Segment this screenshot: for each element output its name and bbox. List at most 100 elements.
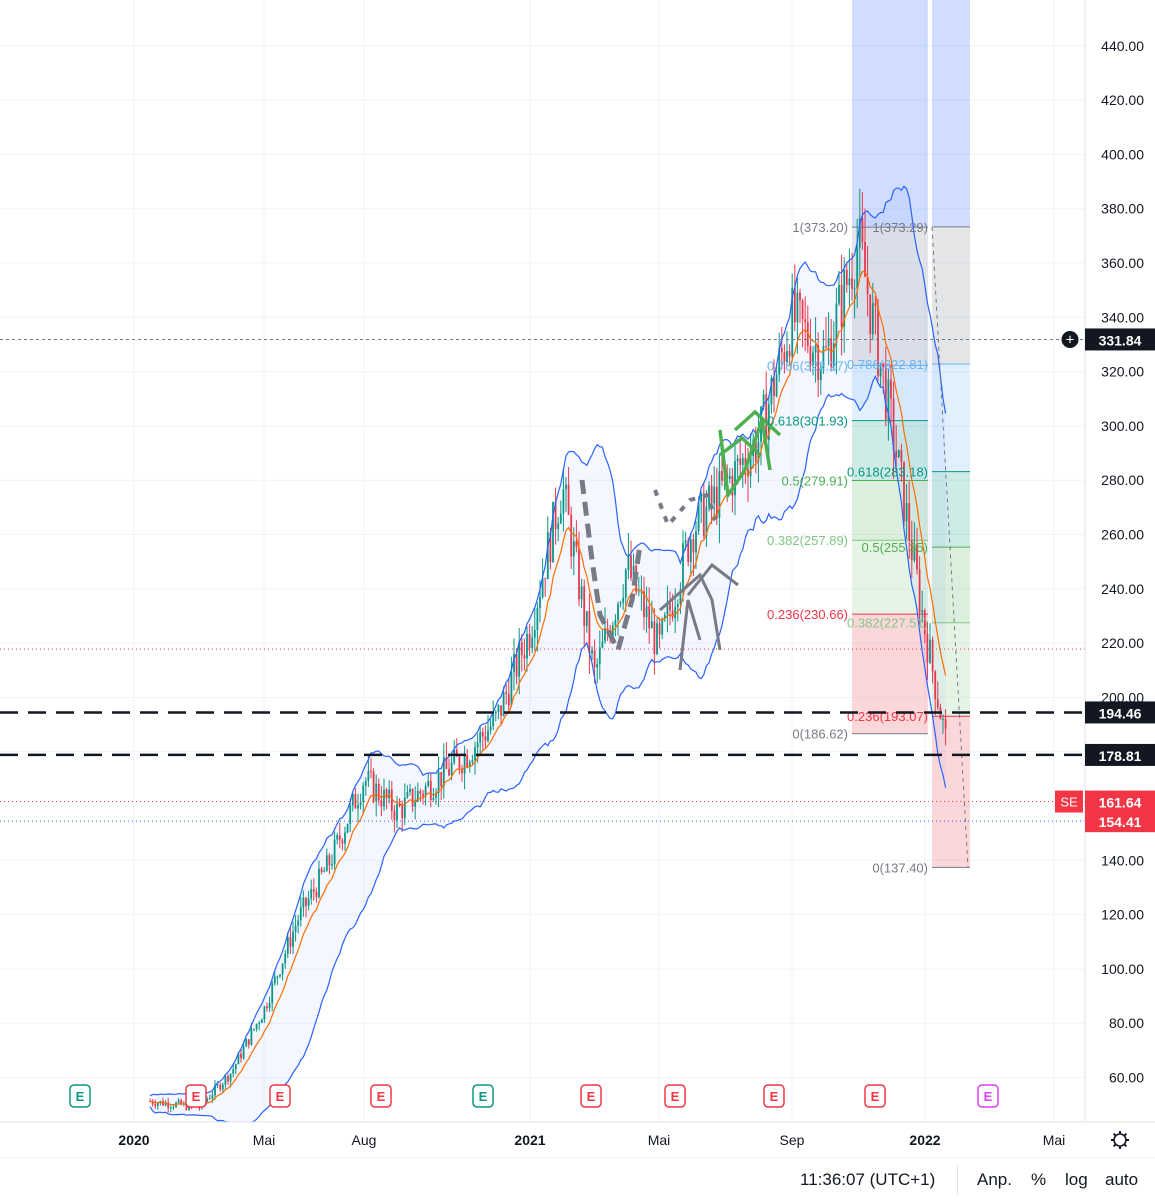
fib2-label: 0.5(255.35) [862,540,929,555]
candle-body [505,692,508,694]
candle-body [167,1102,170,1108]
fib1-label: 0(186.62) [792,727,848,742]
candle-body [351,794,354,806]
candle-body [424,786,427,797]
earnings-event-icon[interactable] [370,1084,392,1108]
earnings-event-icon[interactable] [763,1084,785,1108]
candle-body [406,791,409,798]
candle-body [437,772,440,793]
candle-body [533,630,536,638]
fib2-zone [932,716,970,868]
candle-body [481,732,484,737]
x-tick-label: 2020 [118,1132,149,1148]
candle-body [838,285,840,304]
earnings-event-icon[interactable] [269,1084,291,1108]
candle-body [520,642,523,656]
candle-body [271,983,274,1004]
candle-body [385,789,388,799]
candle-body [221,1084,224,1090]
candle-body [601,641,604,648]
candle-body [585,611,588,626]
candle-body [292,931,294,947]
candle-body [289,937,292,947]
candle-body [884,366,887,420]
earnings-event-icon[interactable] [977,1084,999,1108]
candle-body [393,811,396,821]
candle-body [453,749,456,763]
candle-body [284,953,287,964]
candle-body [367,770,370,781]
candle-body [918,569,921,613]
candle-body [263,1006,266,1020]
candle-body [286,937,289,954]
fib2-label: 0.786(322.81) [847,357,928,372]
candle-body [908,503,911,541]
candle-body [858,218,861,248]
add-alert-icon[interactable] [1060,329,1080,349]
candle-body [848,278,851,286]
candle-body [627,555,630,570]
candle-body [411,789,414,807]
candle-body [692,539,695,553]
candle-body [388,789,391,799]
price-label-text: 178.81 [1099,748,1142,764]
candle-body [588,611,591,654]
candle-body [362,785,365,803]
candle-body [442,757,445,787]
bollinger-fill [150,186,946,1126]
earnings-event-label: E [770,1089,779,1104]
candle-body [422,793,424,797]
candle-body [843,270,846,327]
candle-body [172,1107,175,1109]
x-tick-label: Mai [648,1132,671,1148]
candle-body [398,803,401,807]
candle-body [892,398,895,452]
log-toggle[interactable]: log [1065,1170,1088,1189]
candle-body [903,461,905,522]
candle-body [775,374,778,397]
earnings-event-icon[interactable] [864,1084,886,1108]
earnings-event-label: E [76,1089,85,1104]
candle-body [788,351,791,357]
candle-body [700,493,703,502]
earnings-event-label: E [479,1089,488,1104]
earnings-event-icon[interactable] [664,1084,686,1108]
candle-body [208,1098,211,1100]
candle-body [695,531,697,553]
fib1-zone [852,480,928,541]
y-tick-label: 320.00 [1101,364,1144,380]
candle-body [325,855,328,872]
candle-body [312,889,315,892]
candle-body [299,907,302,921]
green-arrow-path [718,419,772,500]
candle-body [448,768,450,776]
drawn-path [659,572,722,651]
earnings-event-icon[interactable] [69,1084,91,1108]
earnings-event-icon[interactable] [185,1084,207,1108]
percent-toggle[interactable]: % [1031,1170,1047,1189]
candle-body [697,501,700,532]
price-chart[interactable]: 1(373.20) 0.786(322.27) 0.618(301.93) 0.5(2… [0,0,1155,1159]
drawn-arrow-head [686,562,739,596]
candle-body [905,503,908,522]
candle-body [487,730,489,741]
adjust-toggle[interactable]: Anp. [977,1170,1012,1189]
candle-body [624,569,627,598]
candle-body [554,502,557,530]
candle-body [931,639,934,672]
candle-body [463,754,466,774]
earnings-event-icon[interactable] [580,1084,602,1108]
candle-body [822,346,825,369]
clock-readout[interactable]: 11:36:07 (UTC+1) [800,1170,936,1189]
candle-body [570,514,573,557]
candle-body [741,457,744,465]
earnings-event-icon[interactable] [472,1084,494,1108]
candle-body [435,792,437,798]
fib2-zone [932,363,970,472]
y-tick-label: 100.00 [1101,961,1144,977]
earnings-event-label: E [276,1089,285,1104]
candle-body [830,338,833,367]
auto-toggle[interactable]: auto [1105,1170,1139,1189]
candle-body [617,603,619,621]
